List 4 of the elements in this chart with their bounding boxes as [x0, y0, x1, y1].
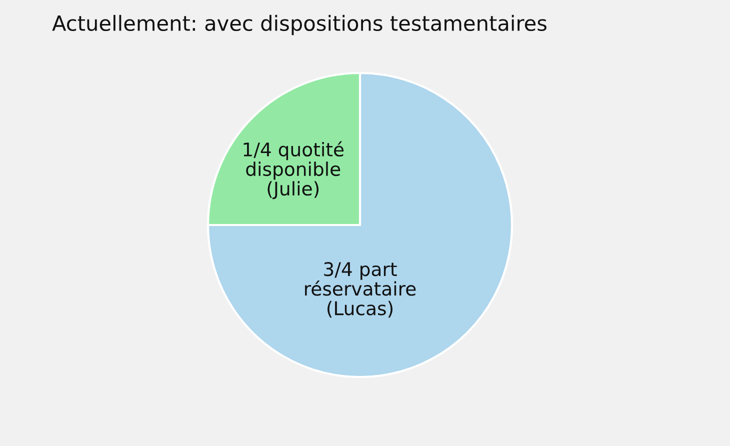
- pie-slice: [206, 72, 514, 378]
- chart-title: Actuellement: avec dispositions testamentaires: [52, 14, 546, 36]
- slice-label: 1/4 quotité disponible (Julie): [244, 141, 344, 200]
- slice-label: 3/4 part réservataire (Lucas): [305, 262, 416, 318]
